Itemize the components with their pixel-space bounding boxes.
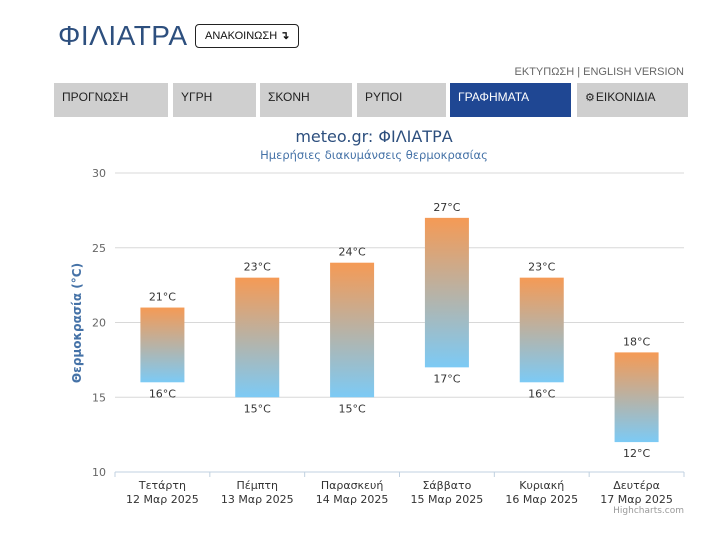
x-tick-label-date: 12 Μαρ 2025 <box>126 493 199 506</box>
tab-charts[interactable]: ΓΡΑΦΗΜΑΤΑ <box>450 83 571 117</box>
x-tick-label-date: 14 Μαρ 2025 <box>316 493 389 506</box>
announcement-button[interactable]: ΑΝΑΚΟΙΝΩΣΗ ↴ <box>195 24 300 48</box>
link-separator: | <box>574 66 584 78</box>
min-temp-label: 16°C <box>149 387 176 400</box>
tab-forecast-label: ΠΡΟΓΝΩΣΗ <box>62 90 129 104</box>
tab-dust[interactable]: ΣΚΟΝΗ <box>260 83 352 117</box>
max-temp-label: 23°C <box>528 261 555 274</box>
x-tick-label-date: 16 Μαρ 2025 <box>505 493 578 506</box>
tab-forecast[interactable]: ΠΡΟΓΝΩΣΗ <box>54 83 168 117</box>
y-axis-title: Θερμοκρασία (°C) <box>70 263 84 383</box>
tab-pollutants-label: ΡΥΠΟΙ <box>365 90 403 104</box>
chart-title: meteo.gr: ΦΙΛΙΑΤΡΑ <box>295 127 452 146</box>
x-tick-label-day: Κυριακή <box>519 479 564 492</box>
max-temp-label: 21°C <box>149 291 176 304</box>
max-temp-label: 24°C <box>338 246 365 259</box>
x-tick-label-day: Δευτέρα <box>613 479 660 492</box>
x-tick-label-day: Τετάρτη <box>138 479 186 492</box>
temperature-range-bar <box>519 277 564 383</box>
tab-humidity-label: ΥΓΡΗ <box>181 90 213 104</box>
x-tick-label-date: 13 Μαρ 2025 <box>221 493 294 506</box>
print-link[interactable]: ΕΚΤΥΠΩΣΗ <box>514 66 575 78</box>
min-temp-label: 17°C <box>433 372 460 385</box>
x-tick-label-date: 17 Μαρ 2025 <box>600 493 673 506</box>
x-tick-label-day: Σάββατο <box>422 479 471 492</box>
chart-subtitle: Ημερήσιες διακυμάνσεις θερμοκρασίας <box>260 148 488 162</box>
min-temp-label: 15°C <box>338 402 365 415</box>
tab-icons-label: ΕΙΚΟΝΙΔΙΑ <box>595 90 656 104</box>
y-tick-label: 10 <box>92 466 106 479</box>
y-tick-label: 30 <box>92 167 106 180</box>
tab-charts-label: ΓΡΑΦΗΜΑΤΑ <box>458 90 530 104</box>
max-temp-label: 27°C <box>433 201 460 214</box>
temperature-range-bar <box>140 307 185 383</box>
english-version-link[interactable]: ENGLISH VERSION <box>583 66 684 78</box>
temperature-range-bar <box>424 217 469 368</box>
gear-icon: ⚙ <box>585 92 595 104</box>
temperature-range-bar <box>235 277 280 398</box>
x-tick-label-date: 15 Μαρ 2025 <box>411 493 484 506</box>
max-temp-label: 18°C <box>623 335 650 348</box>
announcement-label: ΑΝΑΚΟΙΝΩΣΗ <box>205 30 278 42</box>
city-title: ΦΙΛΙΑΤΡΑ <box>58 20 188 51</box>
top-links: ΕΚΤΥΠΩΣΗ | ENGLISH VERSION <box>515 66 684 78</box>
y-tick-label: 25 <box>92 242 106 255</box>
tab-pollutants[interactable]: ΡΥΠΟΙ <box>357 83 446 117</box>
temperature-range-bar <box>330 262 375 398</box>
tab-icons[interactable]: ⚙ΕΙΚΟΝΙΔΙΑ <box>577 83 688 117</box>
tab-humidity[interactable]: ΥΓΡΗ <box>173 83 256 117</box>
max-temp-label: 23°C <box>244 261 271 274</box>
min-temp-label: 15°C <box>244 402 271 415</box>
x-tick-label-day: Παρασκευή <box>321 479 384 492</box>
temperature-range-bar <box>614 352 659 443</box>
min-temp-label: 16°C <box>528 387 555 400</box>
tab-dust-label: ΣΚΟΝΗ <box>268 90 310 104</box>
x-tick-label-day: Πέμπτη <box>237 479 278 492</box>
min-temp-label: 12°C <box>623 447 650 460</box>
credits-link: Highcharts.com <box>613 506 684 516</box>
arrow-down-icon: ↴ <box>280 30 290 42</box>
y-tick-label: 20 <box>92 317 106 330</box>
y-tick-label: 15 <box>92 391 106 404</box>
